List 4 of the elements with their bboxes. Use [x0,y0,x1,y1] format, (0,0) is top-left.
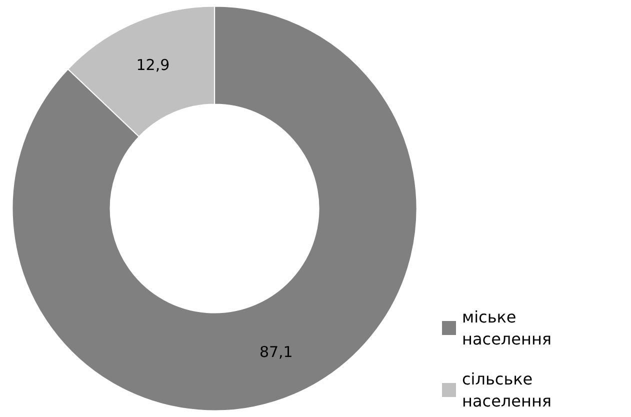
legend-label: міське населення [462,308,552,348]
data-label: 87,1 [259,343,293,362]
data-label: 12,9 [136,56,170,74]
legend-label: сільське населення [462,370,552,410]
